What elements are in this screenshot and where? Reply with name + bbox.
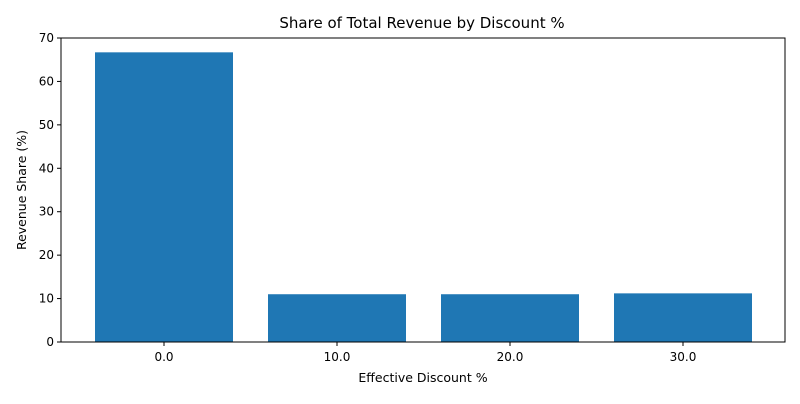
y-axis-label: Revenue Share (%) [14,130,29,250]
bar [268,294,406,342]
chart-title: Share of Total Revenue by Discount % [279,14,564,32]
y-tick-label: 30 [39,205,54,219]
x-axis-label: Effective Discount % [358,370,487,385]
y-tick-label: 70 [39,31,54,45]
y-tick-label: 60 [39,74,54,88]
y-tick-label: 10 [39,292,54,306]
bar [95,52,233,343]
y-tick-label: 40 [39,161,54,175]
y-tick-label: 0 [46,335,54,349]
x-tick-label: 20.0 [497,350,524,364]
y-axis-ticks: 0 10 20 30 40 50 60 70 [39,31,61,349]
bars [95,52,752,343]
x-tick-label: 30.0 [670,350,697,364]
x-tick-label: 10.0 [324,350,351,364]
x-axis-ticks: 0.0 10.0 20.0 30.0 [154,342,696,364]
y-tick-label: 20 [39,248,54,262]
bar [614,293,752,342]
y-tick-label: 50 [39,118,54,132]
bar [441,294,579,342]
x-tick-label: 0.0 [154,350,173,364]
plot-frame [60,37,786,343]
